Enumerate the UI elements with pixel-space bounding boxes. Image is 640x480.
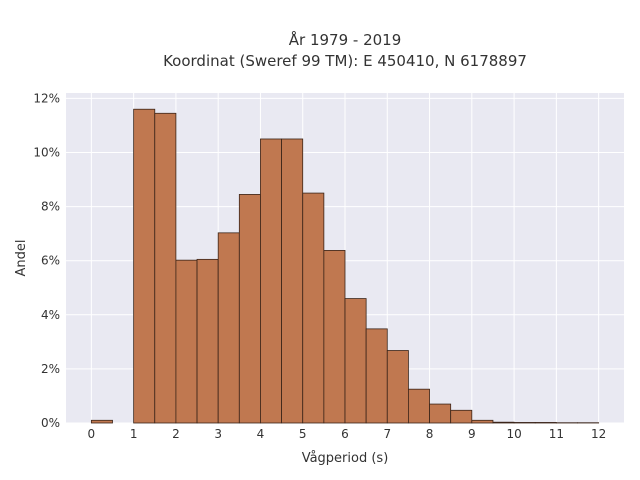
histogram-bar	[471, 419, 494, 424]
histogram-bar	[260, 138, 282, 424]
histogram-bar	[492, 421, 515, 424]
x-tick-label: 4	[257, 427, 265, 441]
histogram-bar	[302, 192, 325, 424]
histogram-bar	[133, 108, 156, 424]
x-tick-label: 3	[214, 427, 222, 441]
x-tick-label: 1	[130, 427, 138, 441]
x-tick-label: 11	[549, 427, 564, 441]
y-tick-label: 10%	[33, 146, 60, 160]
x-tick-label: 0	[88, 427, 96, 441]
x-tick-label: 10	[506, 427, 521, 441]
x-tick-label: 7	[383, 427, 391, 441]
histogram-bar	[238, 194, 261, 424]
histogram-bar	[386, 350, 409, 424]
chart-title: År 1979 - 2019	[289, 30, 402, 49]
histogram-bar	[365, 328, 388, 424]
histogram-bar	[450, 409, 473, 424]
x-tick-label: 2	[172, 427, 180, 441]
histogram-bar	[196, 258, 219, 424]
y-tick-label: 4%	[41, 308, 60, 322]
histogram-bar	[90, 419, 113, 424]
histogram-bar	[513, 422, 536, 424]
x-tick-label: 5	[299, 427, 307, 441]
histogram-bar	[344, 298, 367, 424]
x-tick-label: 12	[591, 427, 606, 441]
tick-labels: 0 1 2 3 4 5 6 7 8 9 10 11 120%2%4%6%8%10%12%	[33, 91, 606, 441]
histogram-bar	[217, 232, 240, 424]
x-tick-label: 8	[426, 427, 434, 441]
histogram-bar	[408, 388, 430, 424]
x-axis-label: Vågperiod (s)	[302, 451, 389, 466]
x-tick-label: 6	[341, 427, 349, 441]
y-axis-label: Andel	[14, 240, 29, 277]
x-tick-label: 9	[468, 427, 476, 441]
y-tick-label: 0%	[41, 416, 60, 430]
histogram-bar	[175, 259, 198, 424]
chart-subtitle: Koordinat (Sweref 99 TM): E 450410, N 61…	[163, 52, 527, 70]
y-tick-label: 8%	[41, 200, 60, 214]
histogram-bar	[281, 138, 304, 424]
histogram-bar	[154, 112, 177, 424]
histogram-bar	[534, 422, 557, 424]
y-tick-label: 2%	[41, 362, 60, 376]
y-tick-label: 12%	[33, 91, 60, 105]
histogram-bar	[429, 403, 452, 424]
bars	[90, 108, 600, 424]
y-tick-label: 6%	[41, 254, 60, 268]
histogram-bar	[323, 250, 346, 424]
